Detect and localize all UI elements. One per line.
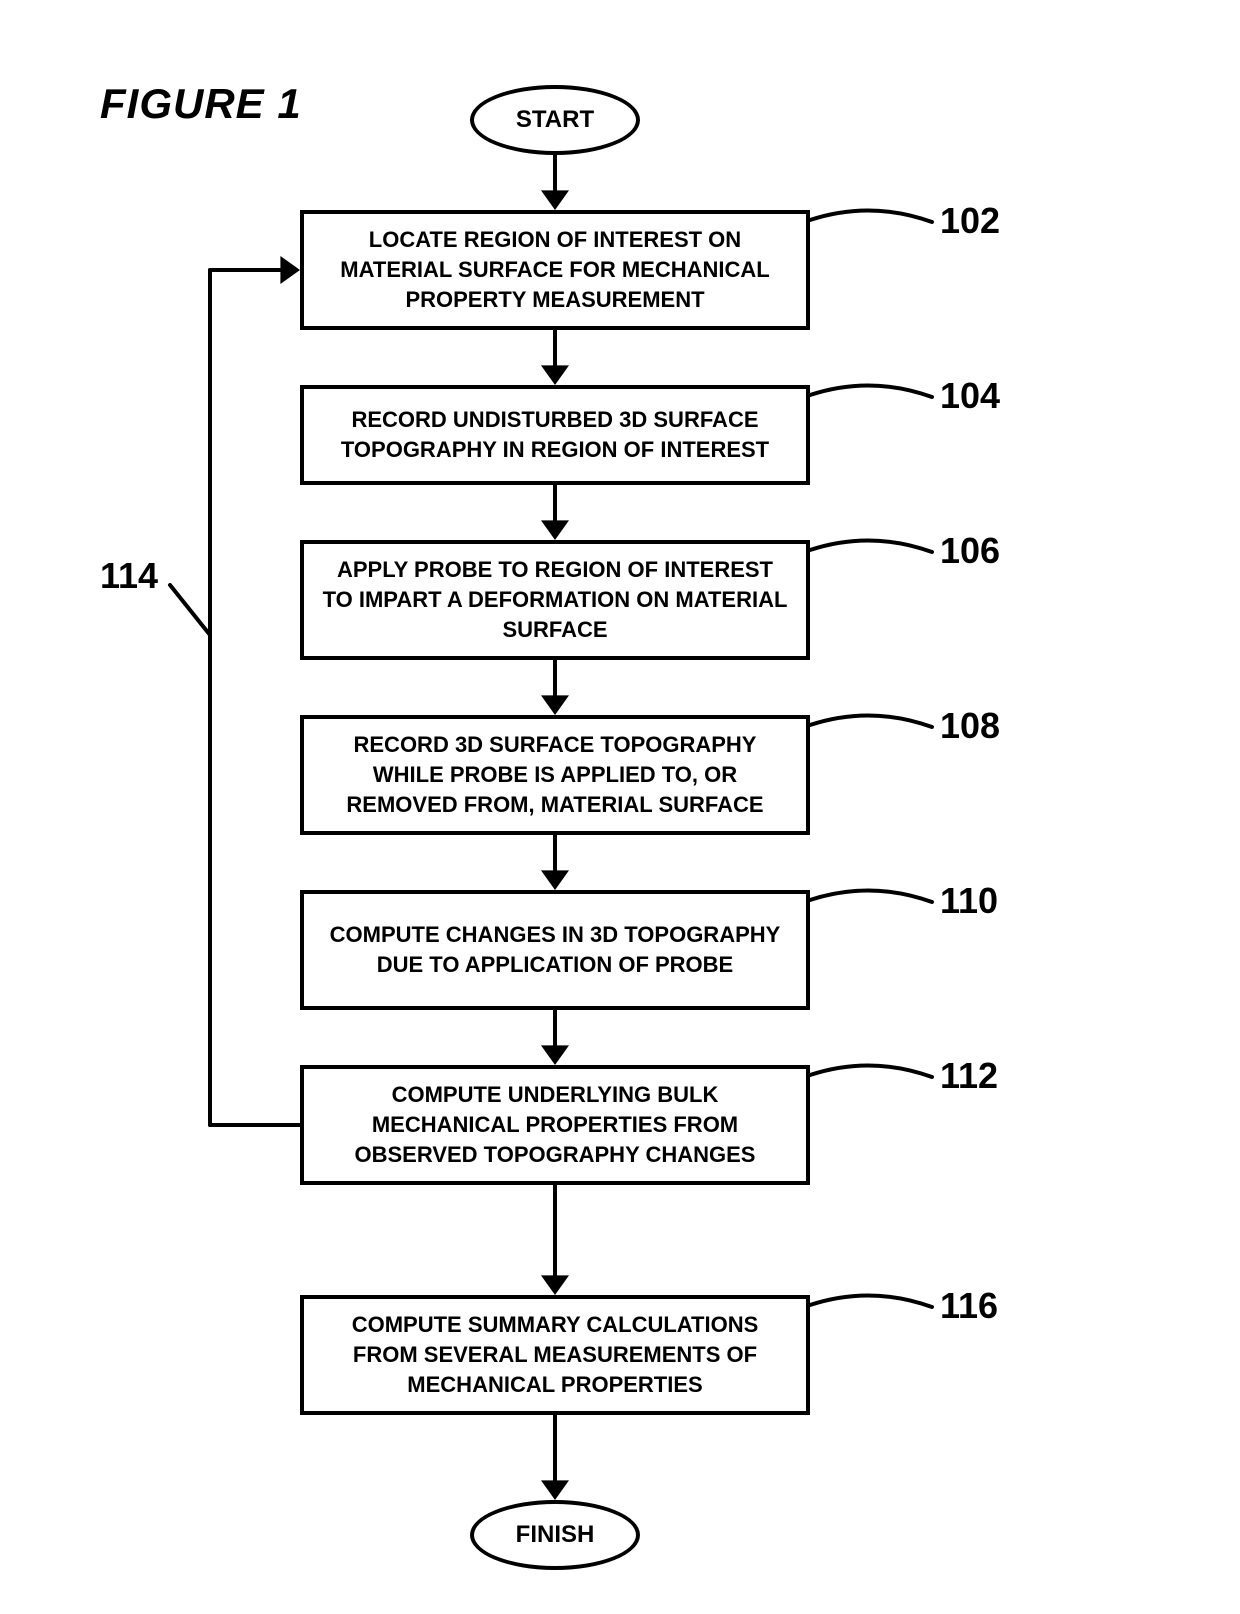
ref-106: 106 bbox=[940, 530, 1000, 572]
box-106: APPLY PROBE TO REGION OF INTEREST TO IMP… bbox=[300, 540, 810, 660]
finish-terminal: FINISH bbox=[470, 1500, 640, 1570]
ref-112: 112 bbox=[940, 1055, 998, 1097]
ref-102: 102 bbox=[940, 200, 1000, 242]
ref-108: 108 bbox=[940, 705, 1000, 747]
start-terminal: START bbox=[470, 85, 640, 155]
ref-110: 110 bbox=[940, 880, 998, 922]
ref-116: 116 bbox=[940, 1285, 998, 1327]
figure-title: FIGURE 1 bbox=[100, 80, 302, 128]
ref-104: 104 bbox=[940, 375, 1000, 417]
box-112: COMPUTE UNDERLYING BULK MECHANICAL PROPE… bbox=[300, 1065, 810, 1185]
box-108: RECORD 3D SURFACE TOPOGRAPHY WHILE PROBE… bbox=[300, 715, 810, 835]
box-102: LOCATE REGION OF INTEREST ON MATERIAL SU… bbox=[300, 210, 810, 330]
box-104: RECORD UNDISTURBED 3D SURFACE TOPOGRAPHY… bbox=[300, 385, 810, 485]
box-116: COMPUTE SUMMARY CALCULATIONS FROM SEVERA… bbox=[300, 1295, 810, 1415]
box-110: COMPUTE CHANGES IN 3D TOPOGRAPHY DUE TO … bbox=[300, 890, 810, 1010]
ref-114: 114 bbox=[100, 555, 158, 597]
